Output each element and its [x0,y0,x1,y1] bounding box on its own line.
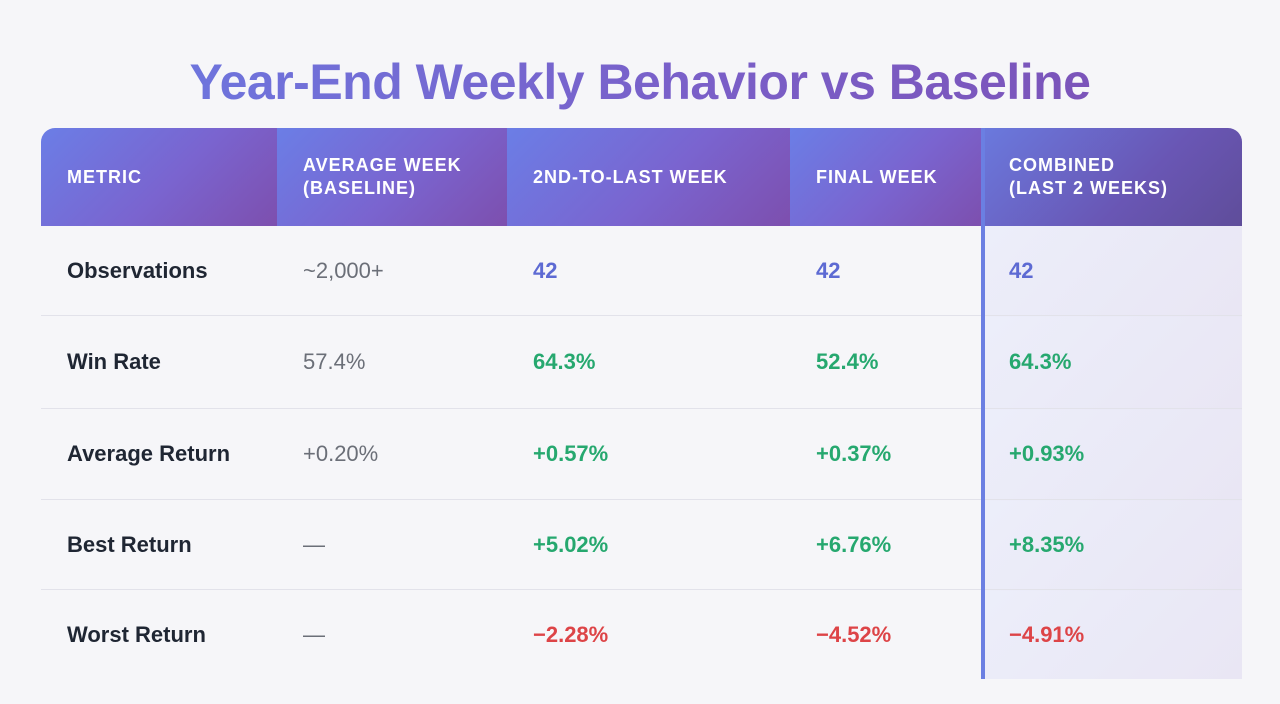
header-final-label: FINAL WEEK [816,166,938,187]
metric-cell: Observations [41,226,277,316]
header-row: METRIC AVERAGE WEEK (BASELINE) 2ND-TO-LA… [41,128,1242,226]
combined-cell: 64.3% [981,315,1242,409]
second-last-cell: +5.02% [507,499,790,590]
baseline-cell: +0.20% [277,408,507,500]
final-cell: −4.52% [816,621,892,647]
second-last-cell: 42 [507,226,790,316]
final-cell: 52.4% [790,315,983,409]
header-second-last-label: 2ND-TO-LAST WEEK [533,166,728,187]
comparison-table: METRIC AVERAGE WEEK (BASELINE) 2ND-TO-LA… [41,128,1242,679]
combined-cell: 42 [981,226,1242,316]
combined-cell: −4.91% [981,589,1242,679]
header-final-week: FINAL WEEK [790,128,983,226]
final-cell: +0.37% [790,408,983,500]
table-row-win-rate: Win Rate 57.4% 64.3% 52.4% 64.3% [41,315,1242,409]
header-combined-line1: COMBINED [1009,155,1115,175]
metric-cell: Best Return [41,499,277,590]
combined-cell: +8.35% [981,499,1242,590]
metric-cell: Average Return [41,408,277,500]
header-metric: METRIC [41,128,277,226]
final-cell: 42 [790,226,983,316]
final-cell: +6.76% [790,499,983,590]
second-last-cell: −2.28% [533,621,609,647]
header-baseline-line2: (BASELINE) [303,178,416,198]
header-metric-label: METRIC [67,166,142,187]
table-row-best-return: Best Return — +5.02% +6.76% +8.35% [41,499,1242,590]
combined-cell: +0.93% [981,408,1242,500]
table-body: Observations ~2,000+ 42 42 42 Win Rate 5… [41,226,1242,679]
header-baseline-line1: AVERAGE WEEK [303,155,462,175]
table-row-average-return: Average Return +0.20% +0.57% +0.37% +0.9… [41,408,1242,500]
baseline-cell: ~2,000+ [277,226,507,316]
header-combined: COMBINED (LAST 2 WEEKS) [981,128,1242,226]
table-row-observations: Observations ~2,000+ 42 42 42 [41,226,1242,316]
metric-cell: Win Rate [41,315,277,409]
header-combined-line2: (LAST 2 WEEKS) [1009,178,1169,198]
header-second-last-week: 2ND-TO-LAST WEEK [507,128,790,226]
second-last-cell: 64.3% [507,315,790,409]
second-last-cell: +0.57% [507,408,790,500]
header-baseline: AVERAGE WEEK (BASELINE) [277,128,507,226]
data-table: METRIC AVERAGE WEEK (BASELINE) 2ND-TO-LA… [41,128,1242,679]
baseline-cell: 57.4% [277,315,507,409]
baseline-cell: — [303,621,325,647]
metric-cell: Worst Return [67,621,206,647]
table-header: METRIC AVERAGE WEEK (BASELINE) 2ND-TO-LA… [41,128,1242,226]
table-row-worst-return: Worst Return — −2.28% −4.52% −4.91% [41,589,1242,679]
page-title: Year-End Weekly Behavior vs Baseline [0,52,1280,112]
baseline-cell: — [277,499,507,590]
